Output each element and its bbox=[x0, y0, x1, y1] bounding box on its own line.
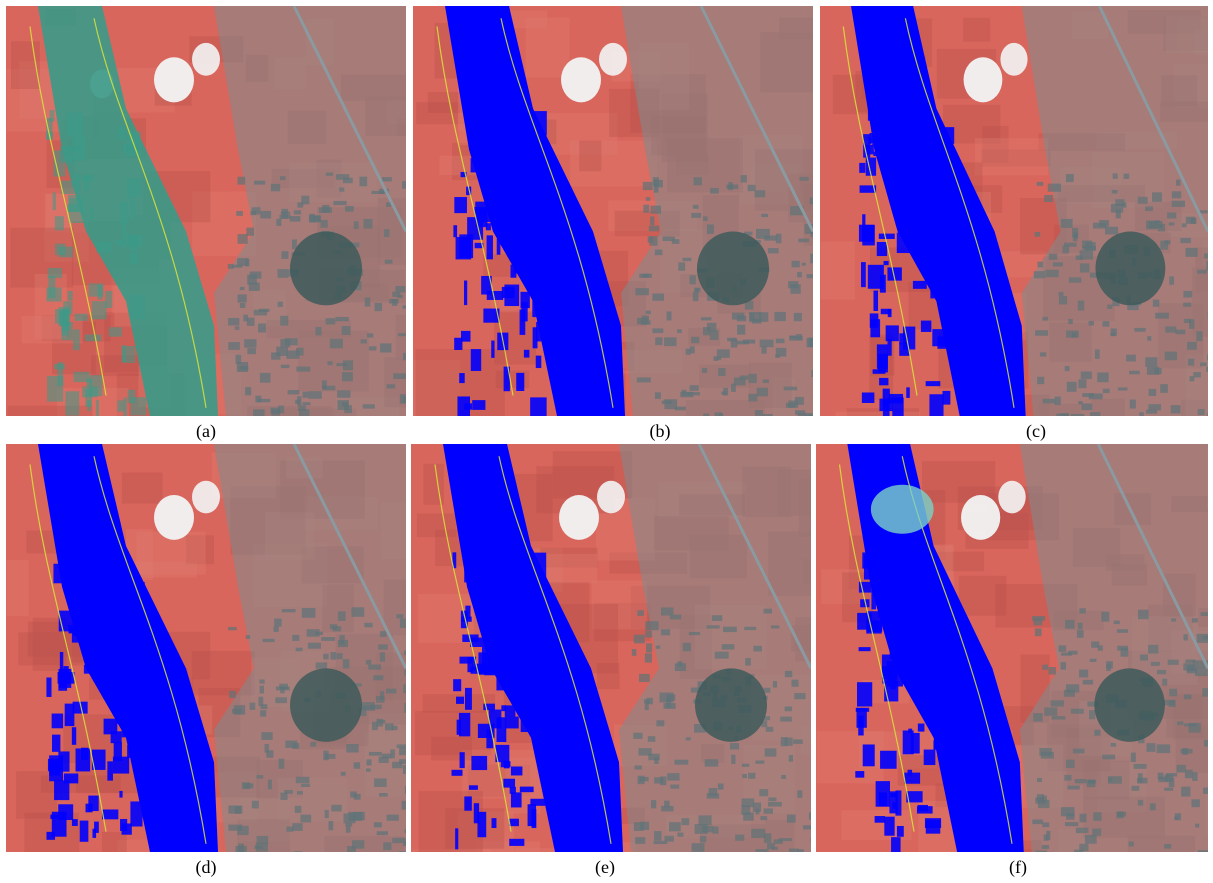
panel-d-svg bbox=[6, 444, 406, 852]
panel-f-svg bbox=[816, 444, 1208, 852]
panel-a-svg bbox=[6, 6, 406, 416]
panel-a-caption: (a) bbox=[196, 421, 216, 441]
panel-e-image bbox=[411, 444, 811, 852]
panel-e-caption: (e) bbox=[595, 857, 615, 877]
panel-c-caption: (c) bbox=[1026, 421, 1046, 441]
panel-c-svg bbox=[820, 6, 1208, 416]
panel-b-caption: (b) bbox=[649, 421, 671, 441]
panel-f-caption: (f) bbox=[1009, 857, 1027, 877]
panel-c-image bbox=[820, 6, 1208, 416]
panel-a-image bbox=[6, 6, 406, 416]
panel-f-image bbox=[816, 444, 1208, 852]
panel-b-image bbox=[413, 6, 813, 416]
panel-d-caption: (d) bbox=[195, 857, 217, 877]
panel-e-svg bbox=[411, 444, 811, 852]
panel-d-image bbox=[6, 444, 406, 852]
panel-b-svg bbox=[413, 6, 813, 416]
